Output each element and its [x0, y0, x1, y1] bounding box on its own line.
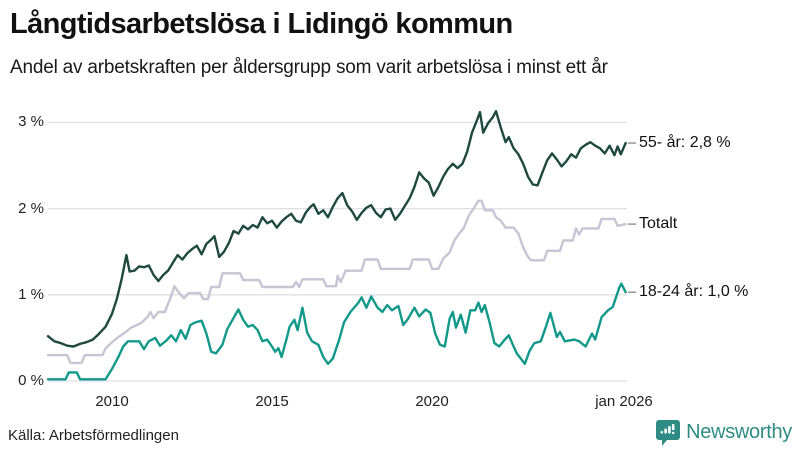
series-line-55-r	[46, 109, 627, 348]
y-axis-label: 1 %	[18, 285, 44, 303]
series-line-18-24-r	[46, 282, 627, 381]
series-end-label: 18-24 år: 1,0 %	[639, 283, 749, 301]
series-end-label: Totalt	[639, 215, 678, 233]
x-axis-label: jan 2026	[595, 393, 653, 410]
x-axis-label: 2010	[95, 393, 129, 410]
source-note: Källa: Arbetsförmedlingen	[8, 427, 179, 444]
x-axis-label: 2020	[415, 393, 449, 410]
page-subtitle: Andel av arbetskraften per åldersgrupp s…	[10, 57, 608, 78]
y-axis-label: 0 %	[18, 372, 44, 389]
y-axis-label: 2 %	[18, 199, 44, 217]
newsworthy-brand: Newsworthy	[655, 418, 792, 446]
series-end-label: 55- år: 2,8 %	[639, 134, 731, 152]
newsworthy-logo-icon	[656, 420, 681, 446]
newsworthy-brand-name: Newsworthy	[686, 420, 792, 443]
page-title: Långtidsarbetslösa i Lidingö kommun	[10, 8, 513, 40]
x-axis-label: 2015	[255, 393, 289, 410]
y-axis-label: 3 %	[18, 113, 44, 131]
series-line-totalt	[46, 199, 627, 365]
